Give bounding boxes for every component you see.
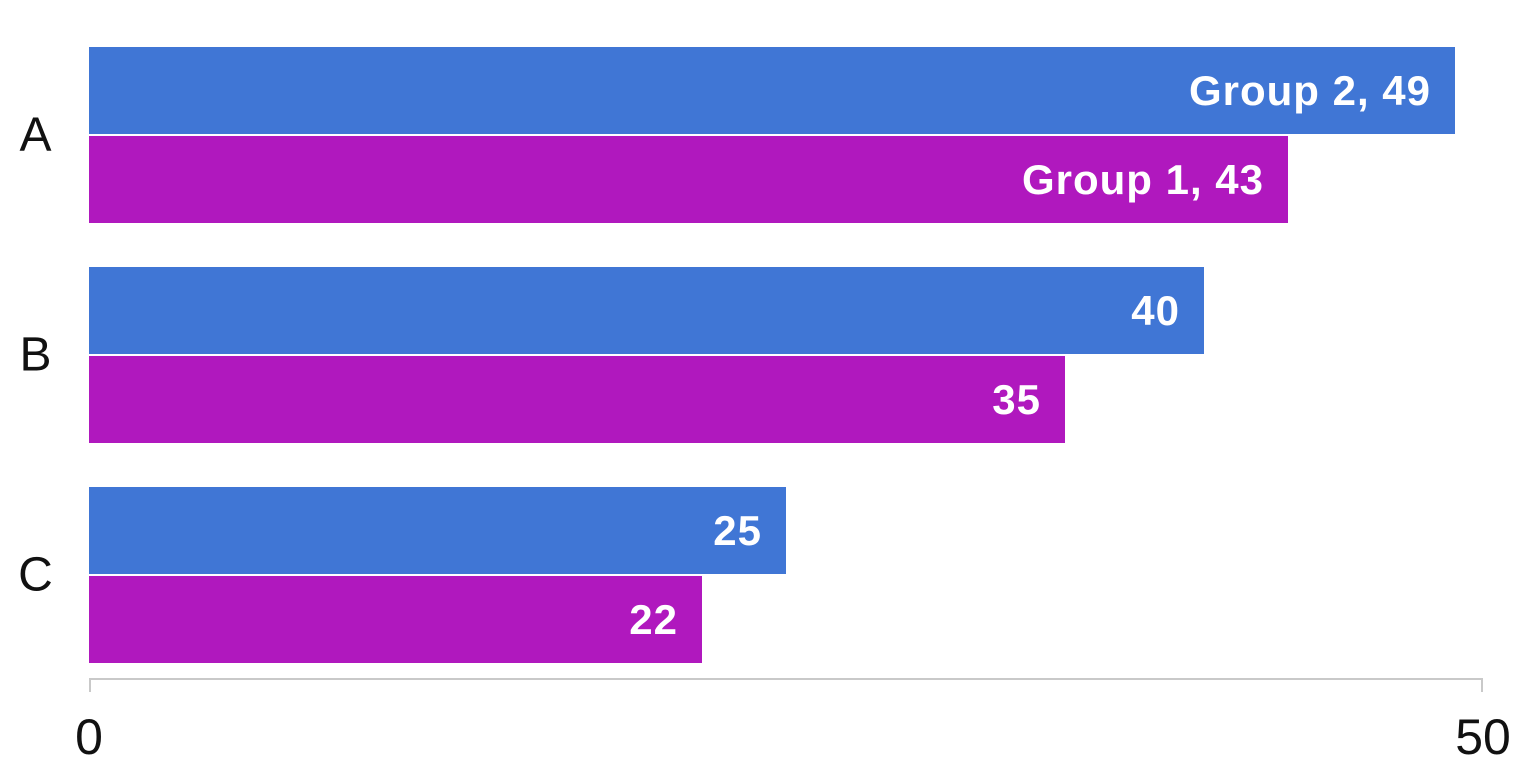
bar: 40 [89,267,1204,354]
bar: 22 [89,576,702,663]
bar-value-label: Group 2, 49 [1188,66,1431,114]
bar-value-label: 35 [992,375,1041,423]
bar: Group 1, 43 [89,136,1288,223]
bar-value-label: 25 [713,506,762,554]
category-label: B [19,328,53,382]
x-axis-line [89,678,1483,680]
bar-value-label: 40 [1131,286,1180,334]
bar: 35 [89,356,1065,443]
category-label: A [19,108,53,162]
bar: 25 [89,487,786,574]
bar: Group 2, 49 [89,47,1455,134]
x-tick [1481,678,1483,692]
category-label: C [18,548,54,602]
x-tick [89,678,91,692]
x-tick-label: 50 [1455,709,1511,765]
x-tick-label: 0 [75,709,103,765]
bar-value-label: 22 [629,595,678,643]
bar-value-label: Group 1, 43 [1021,155,1264,203]
